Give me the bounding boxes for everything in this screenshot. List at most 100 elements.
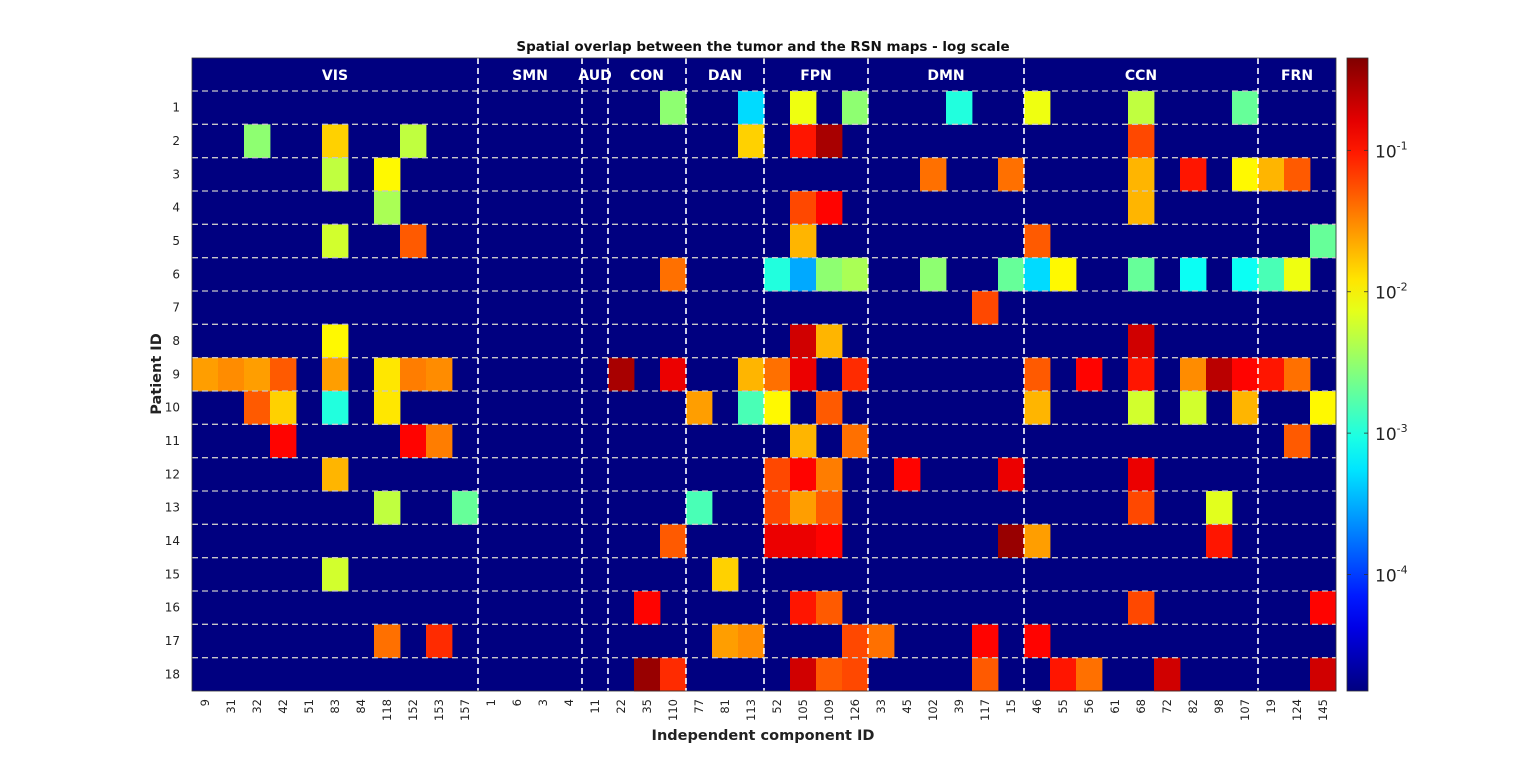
heatmap-cell — [1232, 257, 1259, 292]
heatmap-cell — [1258, 357, 1285, 392]
heatmap-cell — [842, 91, 869, 125]
network-label: CCN — [1125, 68, 1157, 84]
heatmap-cell — [712, 624, 739, 659]
heatmap-cell — [400, 224, 427, 259]
heatmap-cell — [842, 257, 869, 292]
y-tick-label: 16 — [165, 601, 180, 615]
y-tick-label: 15 — [165, 567, 180, 581]
colorbar-tick-label: 10-1 — [1375, 139, 1408, 162]
heatmap-cell — [686, 391, 713, 425]
y-tick-label: 7 — [172, 301, 180, 315]
heatmap-cell — [764, 491, 791, 525]
heatmap-cell — [634, 657, 661, 692]
heatmap-cell — [608, 357, 635, 392]
heatmap-cell — [322, 324, 349, 359]
heatmap-cell — [1128, 191, 1155, 225]
heatmap-cell — [1232, 391, 1259, 425]
heatmap-cell — [660, 91, 687, 125]
x-tick-label: 72 — [1160, 699, 1174, 714]
heatmap-cell — [660, 357, 687, 392]
heatmap-cell — [842, 624, 869, 659]
heatmap-cell — [1180, 357, 1207, 392]
x-tick-label: 46 — [1030, 699, 1044, 714]
heatmap-cell — [998, 457, 1025, 492]
x-tick-label: 35 — [640, 699, 654, 714]
chart-title: Spatial overlap between the tumor and th… — [516, 39, 1009, 55]
heatmap-cell — [816, 457, 843, 492]
heatmap-cell — [790, 591, 817, 625]
heatmap-cell — [400, 357, 427, 392]
heatmap-cell — [426, 624, 453, 659]
x-tick-label: 84 — [354, 699, 368, 714]
heatmap-cell — [816, 591, 843, 625]
heatmap-cell — [660, 657, 687, 692]
y-tick-label: 5 — [172, 234, 180, 248]
heatmap-cell — [374, 491, 401, 525]
heatmap-cell — [816, 191, 843, 225]
x-tick-label: 42 — [276, 699, 290, 714]
x-tick-label: 19 — [1264, 699, 1278, 714]
x-tick-label: 117 — [978, 699, 992, 721]
x-tick-label: 77 — [692, 699, 706, 714]
x-tick-label: 113 — [744, 699, 758, 721]
y-tick-label: 1 — [172, 101, 180, 115]
x-tick-label: 107 — [1238, 699, 1252, 721]
heatmap-cell — [998, 257, 1025, 292]
heatmap-cell — [1284, 357, 1311, 392]
heatmap-cell — [920, 257, 947, 292]
heatmap-cell — [790, 524, 817, 559]
x-tick-label: 109 — [822, 699, 836, 721]
heatmap-cell — [1128, 357, 1155, 392]
heatmap-cell — [1024, 391, 1051, 425]
x-tick-label: 31 — [224, 699, 238, 714]
heatmap-cell — [1128, 157, 1155, 192]
x-tick-label: 110 — [666, 699, 680, 721]
heatmap-cell — [322, 124, 349, 159]
x-tick-label: 105 — [796, 699, 810, 721]
heatmap-cell — [738, 624, 765, 659]
x-axis-label: Independent component ID — [652, 728, 875, 744]
heatmap-cell — [972, 291, 999, 325]
heatmap-cell — [1310, 591, 1337, 625]
heatmap-cell — [790, 191, 817, 225]
heatmap-cell — [764, 357, 791, 392]
heatmap-cell — [1050, 657, 1077, 692]
heatmap-cell — [426, 424, 453, 459]
heatmap-cell — [374, 357, 401, 392]
heatmap-cell — [1180, 257, 1207, 292]
heatmap-cell — [1232, 357, 1259, 392]
heatmap-cell — [374, 191, 401, 225]
x-tick-label: 145 — [1316, 699, 1330, 721]
heatmap-cell — [790, 491, 817, 525]
x-tick-label: 126 — [848, 699, 862, 721]
heatmap-cell — [1310, 657, 1337, 692]
x-tick-label: 15 — [1004, 699, 1018, 714]
heatmap-cell — [946, 91, 973, 125]
heatmap-cell — [244, 391, 271, 425]
heatmap-cell — [790, 357, 817, 392]
plot-border — [191, 57, 1337, 692]
heatmap-cell — [1128, 124, 1155, 159]
heatmap-cell — [764, 524, 791, 559]
heatmap-cell — [972, 624, 999, 659]
x-tick-label: 22 — [614, 699, 628, 714]
x-tick-label: 153 — [432, 699, 446, 721]
heatmap-cell — [764, 257, 791, 292]
x-tick-label: 11 — [588, 699, 602, 714]
x-tick-label: 124 — [1290, 699, 1304, 721]
colorbar-tick-label: 10-4 — [1375, 564, 1408, 587]
x-tick-label: 56 — [1082, 699, 1096, 714]
heatmap-cell — [790, 91, 817, 125]
heatmap-cell — [1076, 357, 1103, 392]
x-tick-label: 4 — [562, 699, 576, 706]
x-tick-label: 52 — [770, 699, 784, 714]
heatmap-cell — [738, 357, 765, 392]
network-label: FPN — [800, 68, 832, 84]
heatmap-cell — [686, 491, 713, 525]
heatmap-cell — [816, 657, 843, 692]
heatmap-cell — [452, 491, 479, 525]
x-tick-label: 82 — [1186, 699, 1200, 714]
heatmap-cell — [1024, 224, 1051, 259]
heatmap-cell — [1284, 157, 1311, 192]
x-tick-label: 68 — [1134, 699, 1148, 714]
